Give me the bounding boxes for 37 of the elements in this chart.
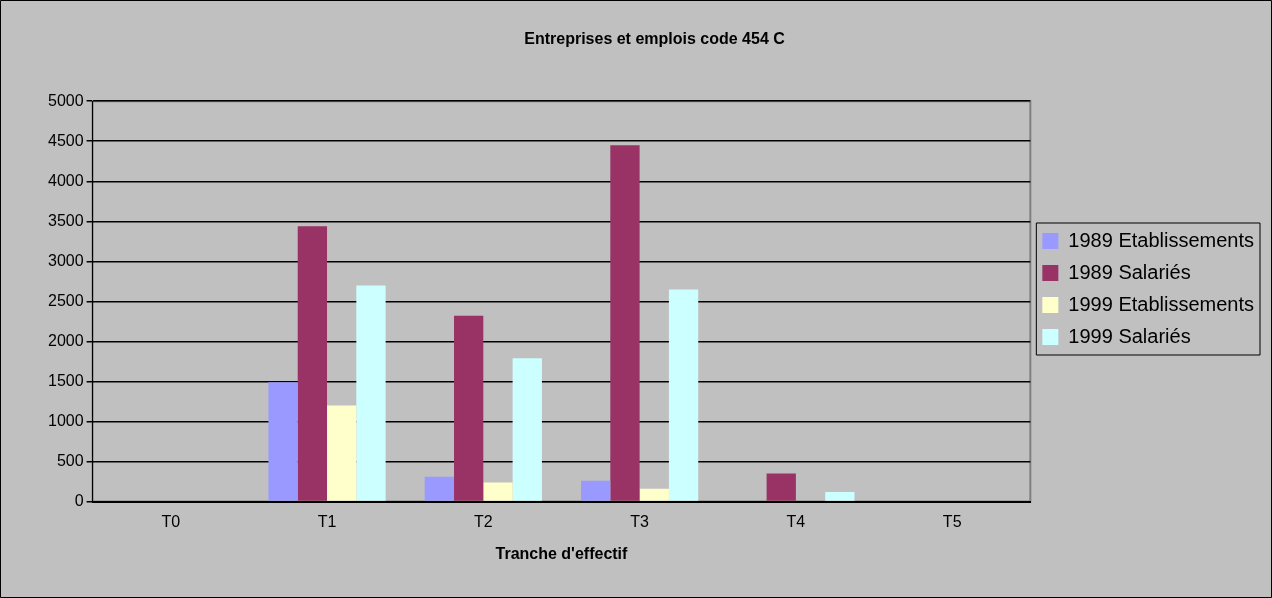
bar <box>610 145 640 501</box>
bar <box>766 473 796 501</box>
bar <box>512 358 542 501</box>
bar <box>825 491 855 501</box>
legend-label: 1999 Etablissements <box>1068 292 1255 315</box>
y-tick-label: 2500 <box>48 291 84 309</box>
y-tick-label: 3500 <box>48 211 84 229</box>
y-tick-label: 0 <box>74 492 84 510</box>
x-tick-label: T3 <box>630 512 650 530</box>
legend-label: 1999 Salariés <box>1068 324 1191 347</box>
chart-title: Entreprises et emplois code 454 C <box>524 30 786 48</box>
bar <box>483 482 513 501</box>
bar <box>454 315 484 501</box>
bar <box>424 476 455 501</box>
y-tick-label: 500 <box>56 451 84 469</box>
bar <box>581 480 611 501</box>
y-tick-label: 3000 <box>48 251 84 269</box>
x-axis-title: Tranche d'effectif <box>495 544 629 562</box>
x-tick-label: T4 <box>786 512 806 530</box>
bar <box>297 226 328 501</box>
x-tick-label: T5 <box>942 512 962 530</box>
y-tick-label: 2000 <box>48 331 84 349</box>
bar <box>668 289 699 501</box>
legend-label: 1989 Etablissements <box>1068 228 1255 251</box>
bar <box>327 405 357 501</box>
y-tick-label: 1000 <box>48 411 84 429</box>
bar <box>268 382 298 501</box>
legend-label: 1989 Salariés <box>1068 260 1191 283</box>
x-tick-label: T0 <box>161 512 181 530</box>
x-tick-label: T1 <box>317 512 337 530</box>
y-tick-label: 1500 <box>48 371 84 389</box>
y-tick-label: 4000 <box>48 171 84 189</box>
bar <box>356 285 386 501</box>
y-tick-label: 5000 <box>48 91 84 109</box>
bar <box>639 488 669 501</box>
y-tick-label: 4500 <box>48 131 84 149</box>
x-tick-label: T2 <box>473 512 493 530</box>
